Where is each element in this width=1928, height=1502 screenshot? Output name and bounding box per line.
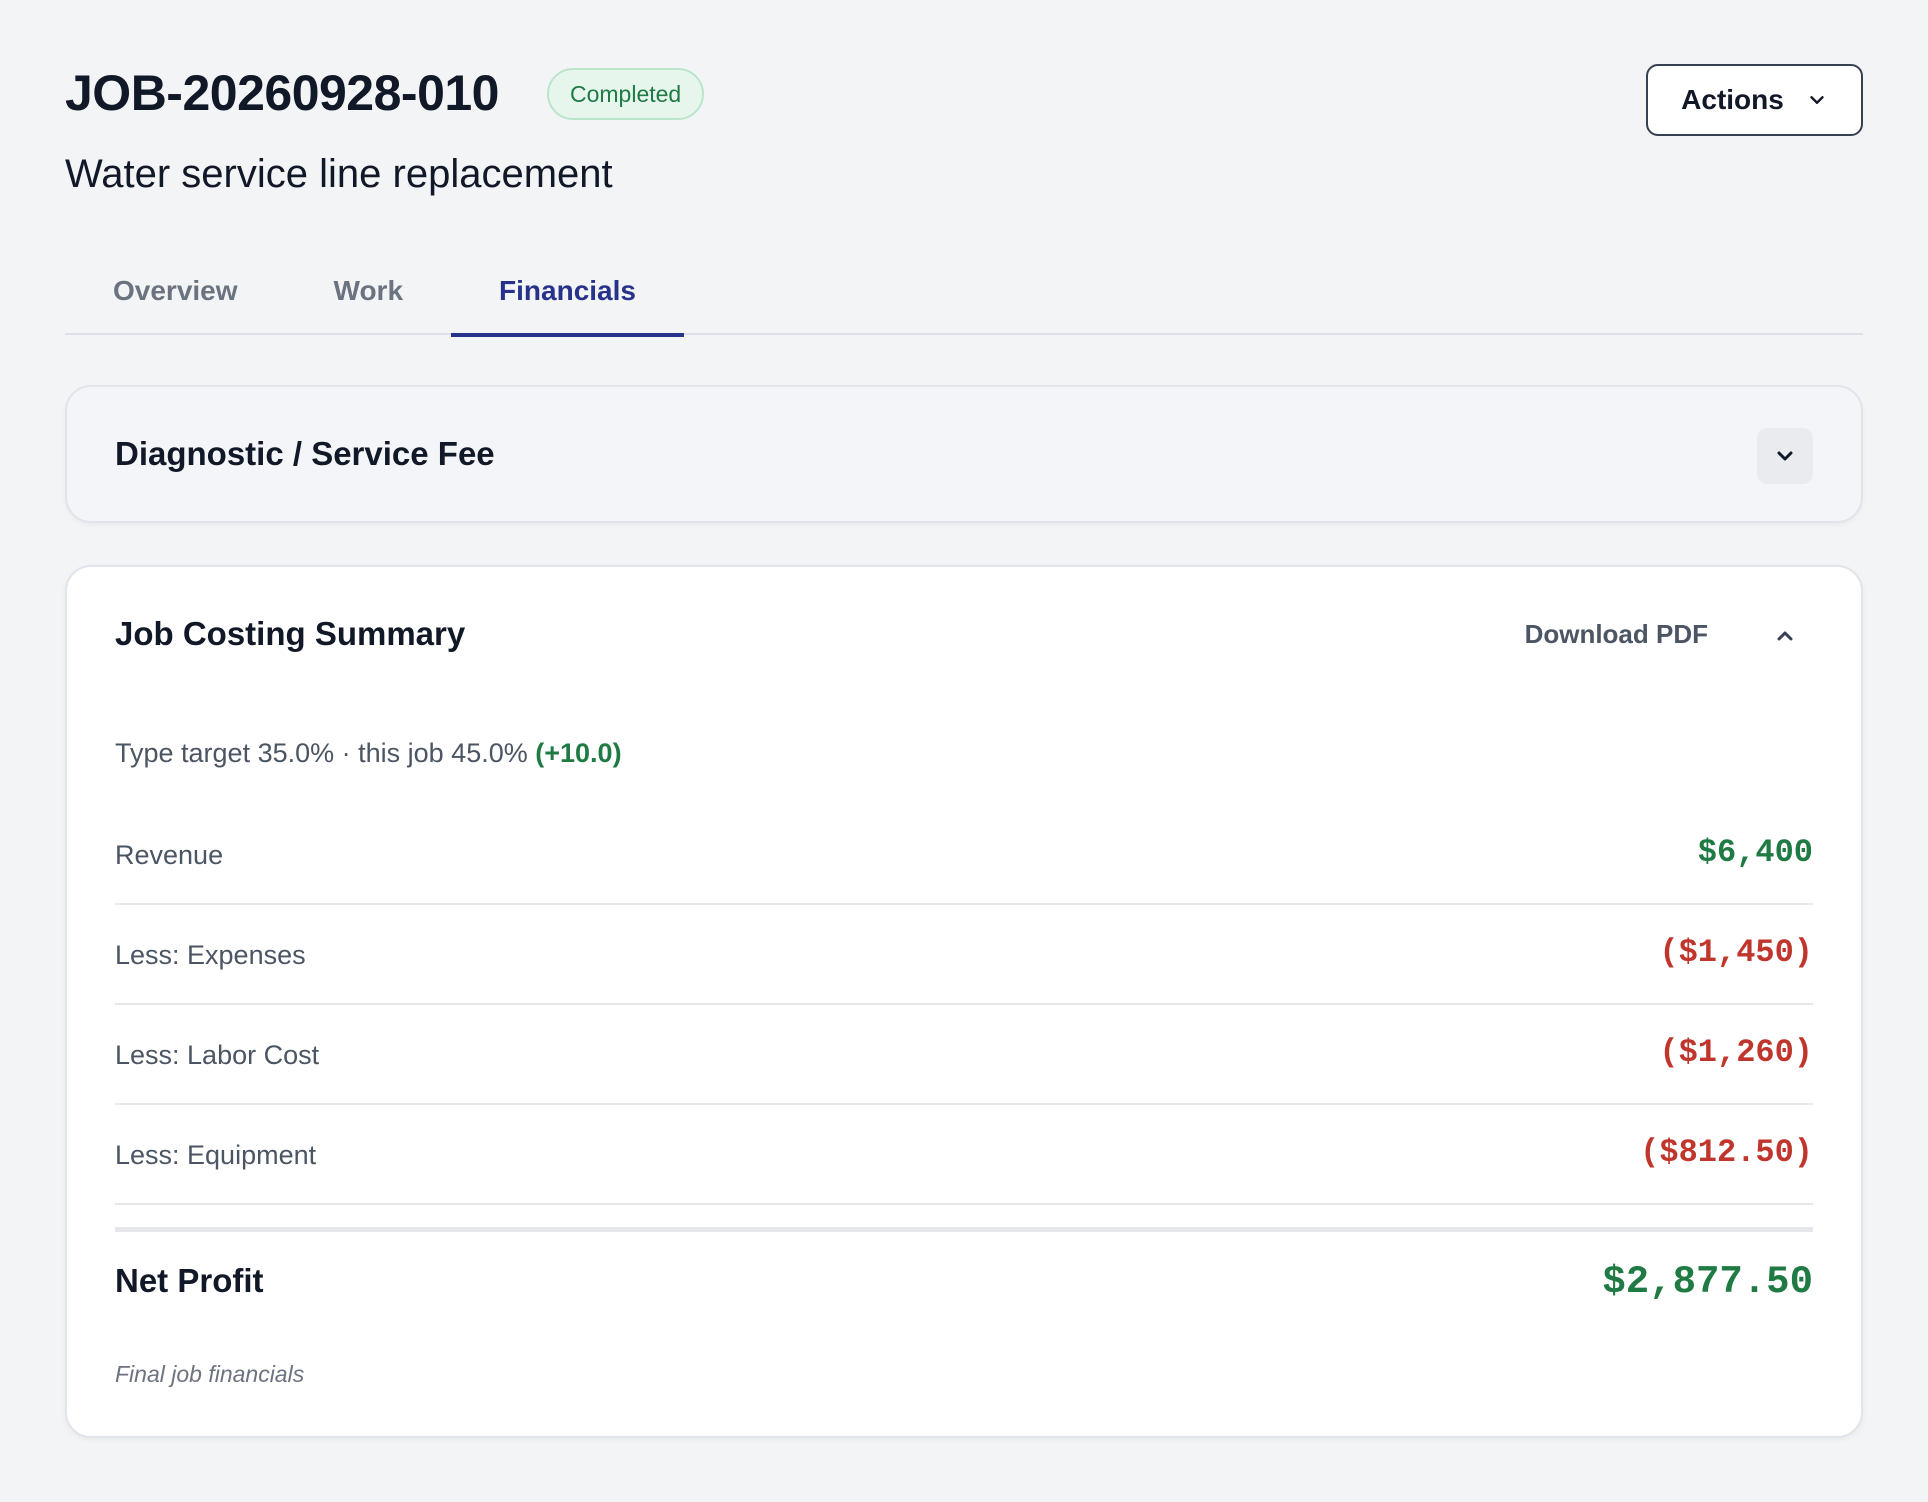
- tab-bar: Overview Work Financials: [65, 256, 1863, 337]
- net-profit-row: Net Profit $2,877.50: [115, 1227, 1813, 1327]
- costing-row-equipment: Less: Equipment ($812.50): [115, 1105, 1813, 1205]
- net-profit-label: Net Profit: [115, 1262, 264, 1299]
- row-label: Less: Equipment: [115, 1140, 317, 1170]
- row-value: ($1,450): [1659, 934, 1813, 971]
- service-fee-expand-button[interactable]: [1757, 428, 1813, 484]
- page-header: JOB-20260928-010 Completed Water service…: [65, 0, 1863, 220]
- chevron-down-icon: [1810, 96, 1824, 104]
- actions-button[interactable]: Actions: [1646, 64, 1863, 136]
- job-id-title: JOB-20260928-010: [65, 65, 500, 121]
- row-value: ($812.50): [1640, 1134, 1813, 1171]
- row-label: Less: Labor Cost: [115, 1040, 320, 1070]
- download-pdf-button[interactable]: Download PDF: [1524, 619, 1708, 649]
- row-value: $6,400: [1697, 834, 1813, 871]
- row-value: ($1,260): [1659, 1034, 1813, 1071]
- service-fee-panel[interactable]: Diagnostic / Service Fee: [65, 385, 1863, 523]
- margin-target-label: Type target 35.0% · this job 45.0%: [115, 738, 528, 768]
- row-label: Less: Expenses: [115, 940, 306, 970]
- net-profit-value: $2,877.50: [1602, 1260, 1813, 1304]
- job-costing-summary-panel: Job Costing Summary Download PDF Type ta…: [65, 565, 1863, 1438]
- job-description: Water service line replacement: [65, 152, 613, 196]
- margin-target-text: Type target 35.0% · this job 45.0% (+10.…: [115, 736, 622, 770]
- row-label: Revenue: [115, 840, 224, 870]
- costing-row-expenses: Less: Expenses ($1,450): [115, 905, 1813, 1005]
- tab-work[interactable]: Work: [333, 275, 404, 306]
- costing-row-revenue: Revenue $6,400: [115, 805, 1813, 905]
- tab-overview[interactable]: Overview: [113, 275, 238, 306]
- service-fee-title: Diagnostic / Service Fee: [115, 435, 495, 472]
- costing-rows: Revenue $6,400 Less: Expenses ($1,450) L…: [115, 805, 1813, 1205]
- costing-row-labor: Less: Labor Cost ($1,260): [115, 1005, 1813, 1105]
- job-costing-collapse-button[interactable]: [1757, 608, 1813, 664]
- actions-button-label: Actions: [1681, 84, 1784, 115]
- financials-footnote: Final job financials: [115, 1361, 305, 1387]
- chevron-down-icon: [1777, 451, 1793, 461]
- job-costing-title: Job Costing Summary: [115, 615, 466, 652]
- margin-delta: (+10.0): [535, 738, 622, 768]
- tab-financials[interactable]: Financials: [451, 256, 684, 337]
- status-badge: Completed: [547, 68, 705, 120]
- chevron-up-icon: [1777, 631, 1793, 641]
